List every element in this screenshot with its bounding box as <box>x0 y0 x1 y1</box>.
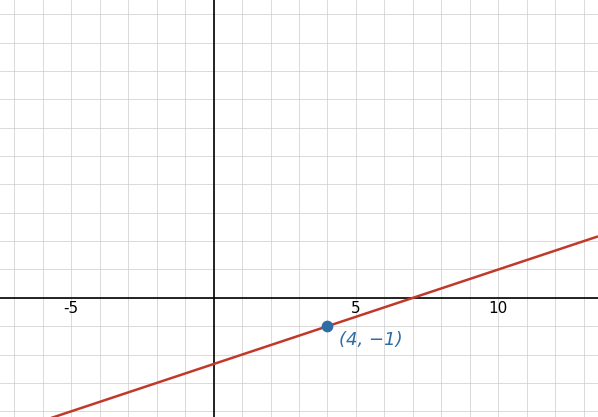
Text: (4, −1): (4, −1) <box>339 331 402 349</box>
Point <box>323 323 332 329</box>
